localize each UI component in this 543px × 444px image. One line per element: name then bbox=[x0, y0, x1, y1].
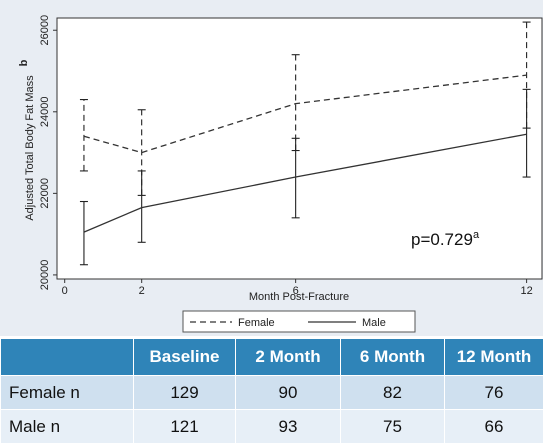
table-header-6-month: 6 Month bbox=[341, 339, 445, 376]
panel-label: b bbox=[18, 59, 30, 66]
y-axis-title: Adjusted Total Body Fat Mass bbox=[24, 75, 36, 221]
sample-size-table: Baseline 2 Month 6 Month 12 Month Female… bbox=[0, 338, 543, 444]
legend: Female Male bbox=[183, 311, 415, 332]
table-cell: 129 bbox=[134, 376, 236, 410]
svg-text:p=0.729a: p=0.729a bbox=[411, 229, 480, 249]
table-cell: 82 bbox=[341, 376, 445, 410]
table-cell: 75 bbox=[341, 410, 445, 444]
x-tick-label: 2 bbox=[139, 285, 145, 297]
x-axis-title: Month Post-Fracture bbox=[249, 291, 349, 303]
table-header-baseline: Baseline bbox=[134, 339, 236, 376]
table-cell: 66 bbox=[445, 410, 543, 444]
table-cell: 90 bbox=[236, 376, 341, 410]
p-value-text: p=0.729 bbox=[411, 230, 473, 249]
table-cell: 121 bbox=[134, 410, 236, 444]
y-tick-label: 24000 bbox=[39, 97, 51, 128]
y-tick-label: 22000 bbox=[39, 178, 51, 209]
p-value-annotation: p=0.729a bbox=[411, 229, 480, 249]
table-row-female: Female n 129 90 82 76 bbox=[1, 376, 543, 410]
table-cell: 93 bbox=[236, 410, 341, 444]
p-value-superscript: a bbox=[473, 229, 480, 241]
legend-female-label: Female bbox=[238, 317, 275, 329]
table-header-2-month: 2 Month bbox=[236, 339, 341, 376]
table-row-label: Female n bbox=[1, 376, 134, 410]
table-row-label: Male n bbox=[1, 410, 134, 444]
x-tick-label: 0 bbox=[62, 285, 68, 297]
table-header-row: Baseline 2 Month 6 Month 12 Month bbox=[1, 339, 543, 376]
y-tick-label: 20000 bbox=[39, 260, 51, 291]
y-tick-label: 26000 bbox=[39, 15, 51, 46]
y-axis: 20000 22000 24000 26000 bbox=[39, 15, 57, 290]
table-cell: 76 bbox=[445, 376, 543, 410]
legend-male-label: Male bbox=[362, 317, 386, 329]
x-tick-label: 12 bbox=[520, 285, 532, 297]
table-header-blank bbox=[1, 339, 134, 376]
table-row-male: Male n 121 93 75 66 bbox=[1, 410, 543, 444]
table-header-12-month: 12 Month bbox=[445, 339, 543, 376]
